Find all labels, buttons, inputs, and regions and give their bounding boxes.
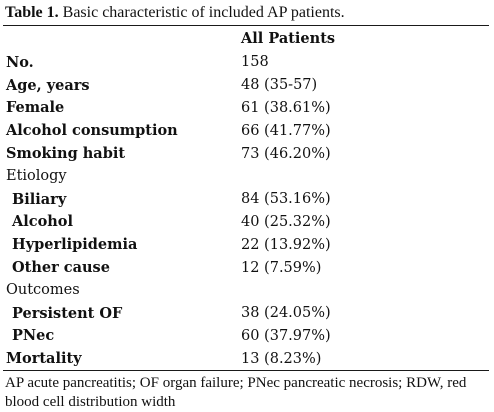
top-rule bbox=[3, 25, 489, 26]
row-value: 22 (13.92%) bbox=[241, 236, 331, 253]
table-figure: Table 1. Basic characteristic of include… bbox=[3, 0, 489, 412]
row-label: Female bbox=[6, 99, 65, 117]
table-row: Smoking habit 73 (46.20%) bbox=[3, 142, 489, 165]
table-footnote: AP acute pancreatitis; OF organ failure;… bbox=[5, 375, 467, 411]
table-row: No. 158 bbox=[3, 51, 489, 74]
row-value: 84 (53.16%) bbox=[241, 191, 331, 208]
row-value: 48 (35-57) bbox=[241, 77, 318, 94]
table-row: Other cause 12 (7.59%) bbox=[3, 256, 489, 279]
header-row: All Patients bbox=[3, 26, 489, 51]
row-value: 73 (46.20%) bbox=[241, 145, 331, 162]
row-value: 60 (37.97%) bbox=[241, 327, 331, 344]
table-row: Female 61 (38.61%) bbox=[3, 97, 489, 120]
row-value: 12 (7.59%) bbox=[241, 259, 322, 276]
table-row: Outcomes bbox=[3, 279, 489, 302]
row-label: Alcohol bbox=[12, 213, 73, 231]
row-label: Outcomes bbox=[6, 282, 80, 299]
row-label: Biliary bbox=[12, 190, 67, 208]
row-label: Etiology bbox=[6, 168, 67, 185]
header-cell-label bbox=[3, 26, 239, 51]
table-row: PNec 60 (37.97%) bbox=[3, 325, 489, 348]
row-value: 158 bbox=[241, 54, 269, 71]
row-value bbox=[239, 165, 489, 188]
row-label: Hyperlipidemia bbox=[12, 236, 138, 254]
row-label: Other cause bbox=[12, 259, 110, 277]
table-row: Biliary 84 (53.16%) bbox=[3, 188, 489, 211]
row-value: 13 (8.23%) bbox=[241, 350, 322, 367]
table-row: Alcohol consumption 66 (41.77%) bbox=[3, 119, 489, 142]
table-row: Age, years 48 (35-57) bbox=[3, 74, 489, 97]
row-value: 40 (25.32%) bbox=[241, 213, 331, 230]
row-label: No. bbox=[6, 53, 34, 71]
row-label: Age, years bbox=[6, 76, 90, 94]
row-value: 66 (41.77%) bbox=[241, 122, 331, 139]
caption-text: Basic characteristic of included AP pati… bbox=[58, 4, 345, 21]
row-label: Persistent OF bbox=[12, 304, 123, 322]
row-label: PNec bbox=[12, 327, 55, 345]
row-value: 61 (38.61%) bbox=[241, 99, 331, 116]
row-value: 38 (24.05%) bbox=[241, 305, 331, 322]
characteristics-table: All Patients No. 158 Age, years 48 (35-57) F… bbox=[3, 26, 489, 370]
table-row: Etiology bbox=[3, 165, 489, 188]
table-caption: Table 1. Basic characteristic of include… bbox=[3, 0, 489, 25]
table-row: Alcohol 40 (25.32%) bbox=[3, 211, 489, 234]
table-row: Hyperlipidemia 22 (13.92%) bbox=[3, 233, 489, 256]
table-body: No. 158 Age, years 48 (35-57) Female 61 (38.6… bbox=[3, 51, 489, 370]
bottom-rule bbox=[3, 370, 489, 372]
row-value bbox=[239, 279, 489, 302]
table-row: Mortality 13 (8.23%) bbox=[3, 347, 489, 370]
header-cell-all-patients: All Patients bbox=[241, 30, 336, 47]
row-label: Alcohol consumption bbox=[6, 122, 178, 140]
row-label: Smoking habit bbox=[6, 145, 126, 163]
caption-label: Table 1. bbox=[5, 4, 59, 21]
table-row: Persistent OF 38 (24.05%) bbox=[3, 302, 489, 325]
row-label: Mortality bbox=[6, 350, 82, 368]
